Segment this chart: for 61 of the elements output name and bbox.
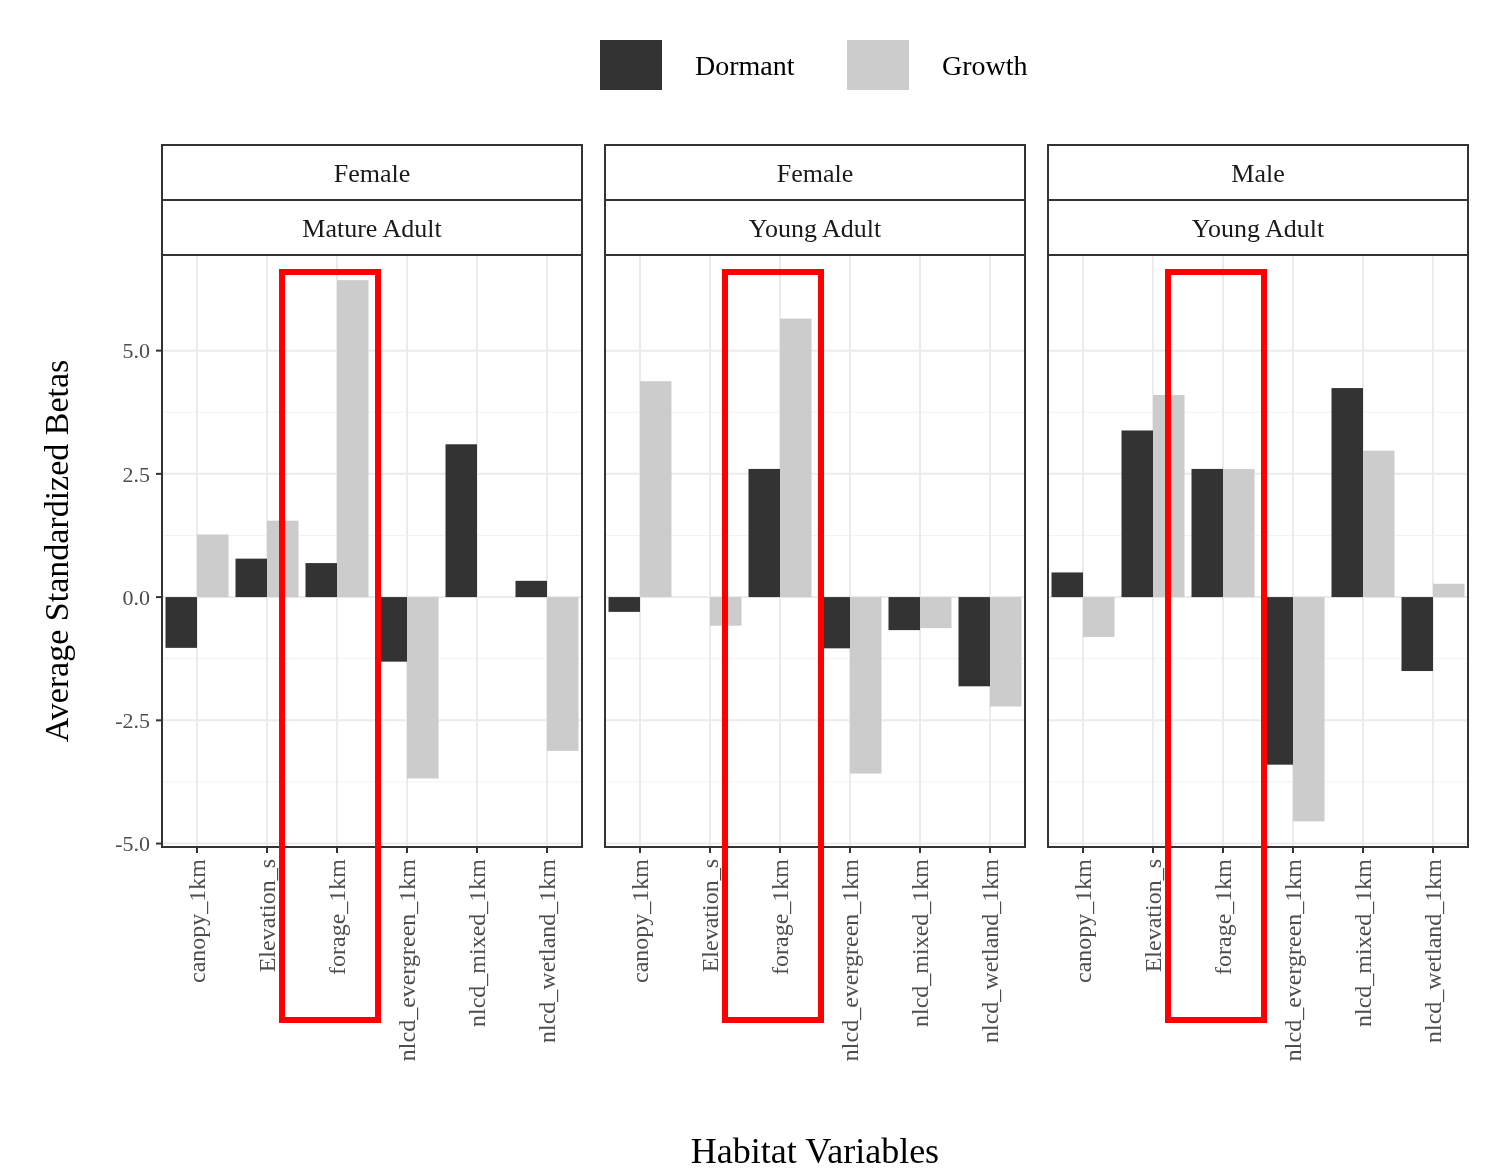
chart-title: Female	[776, 158, 854, 188]
x-tick-label: Elevation_s	[697, 859, 724, 973]
x-tick-label: nlcd_evergreen_1km	[394, 858, 421, 1062]
x-tick-label: Elevation_s	[254, 859, 281, 973]
y-tick-label: -5.0	[115, 831, 150, 857]
y-axis-title: Average Standardized Betas	[38, 359, 75, 743]
legend-label: Growth	[942, 49, 1028, 81]
bar	[780, 318, 812, 598]
bar	[1363, 450, 1395, 598]
y-tick-label: 0.0	[122, 584, 150, 610]
bar	[305, 563, 337, 598]
y-tick-label: -2.5	[115, 708, 150, 734]
bar	[1223, 468, 1255, 598]
chart-title: Female	[333, 158, 411, 188]
y-tick-label: 5.0	[122, 338, 150, 364]
x-tick-label: nlcd_wetland_1km	[977, 858, 1004, 1043]
chart-title: Male	[1231, 158, 1285, 188]
bar	[547, 597, 579, 751]
bar	[920, 597, 952, 629]
x-tick-label: nlcd_evergreen_1km	[1280, 858, 1307, 1062]
bar	[990, 597, 1022, 707]
x-tick-label: canopy_1km	[627, 858, 654, 983]
bar	[235, 558, 267, 598]
x-tick-label: nlcd_wetland_1km	[534, 858, 561, 1043]
x-tick-label: nlcd_evergreen_1km	[837, 858, 864, 1062]
legend-label: Dormant	[695, 49, 795, 81]
x-tick-label: Elevation_s	[1140, 859, 1167, 973]
bar	[1401, 597, 1433, 672]
x-tick-label: forage_1km	[767, 858, 794, 975]
bar	[1051, 572, 1083, 598]
x-tick-label: forage_1km	[324, 858, 351, 975]
x-tick-label: nlcd_mixed_1km	[464, 858, 491, 1027]
x-tick-label: nlcd_mixed_1km	[907, 858, 934, 1027]
chart-subtitle: Mature Adult	[302, 213, 443, 243]
bar	[640, 381, 672, 598]
bar	[1191, 468, 1223, 598]
bar	[1121, 430, 1153, 598]
x-tick-label: forage_1km	[1210, 858, 1237, 975]
bar	[748, 468, 780, 598]
bar	[958, 597, 990, 687]
bar	[1083, 597, 1115, 638]
x-axis-title: Habitat Variables	[690, 1131, 940, 1171]
chart-subtitle: Young Adult	[1191, 213, 1325, 243]
bar	[197, 534, 229, 598]
x-tick-label: nlcd_wetland_1km	[1420, 858, 1447, 1043]
x-tick-label: nlcd_mixed_1km	[1350, 858, 1377, 1027]
bar	[407, 597, 439, 779]
bar	[515, 580, 547, 598]
x-tick-label: canopy_1km	[184, 858, 211, 983]
bar	[1293, 597, 1325, 822]
chart-subtitle: Young Adult	[748, 213, 882, 243]
y-tick-label: 2.5	[122, 461, 150, 487]
bar	[1331, 388, 1363, 598]
bar	[608, 597, 640, 612]
bar	[445, 444, 477, 598]
bar	[888, 597, 920, 631]
bar	[337, 280, 369, 598]
x-tick-label: canopy_1km	[1070, 858, 1097, 983]
bar	[850, 597, 882, 774]
bar	[1433, 583, 1465, 598]
bar	[165, 597, 197, 648]
